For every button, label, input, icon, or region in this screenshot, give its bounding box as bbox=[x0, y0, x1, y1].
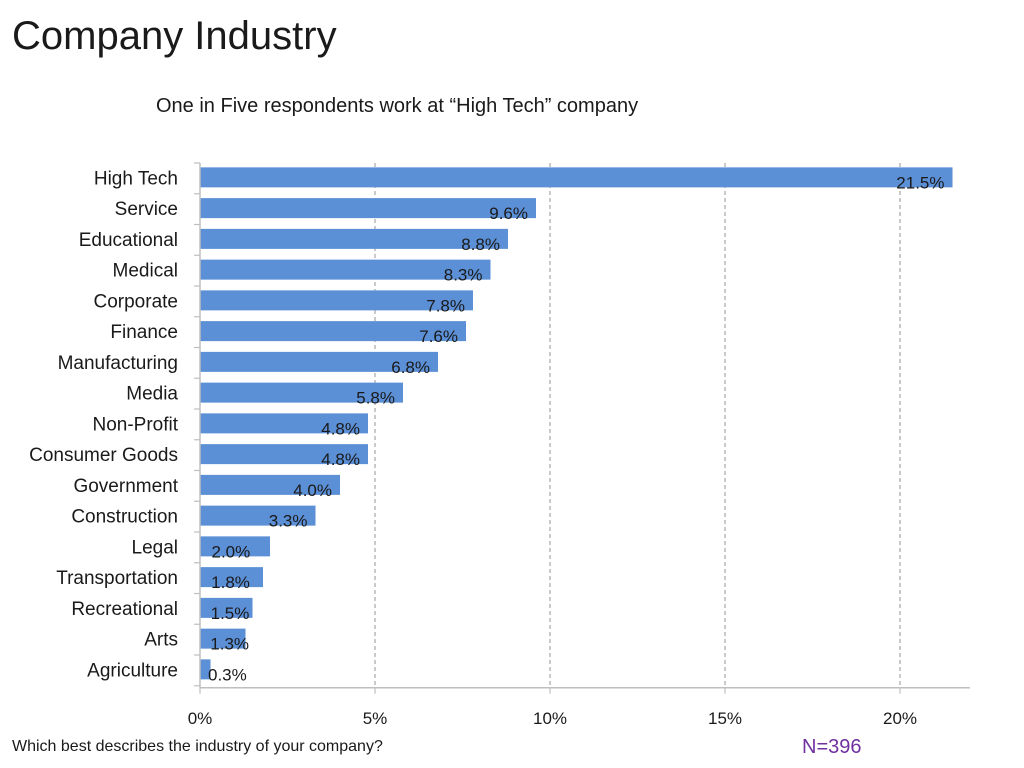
bar-medical bbox=[200, 259, 491, 280]
bar-finance bbox=[200, 321, 466, 342]
category-label: Consumer Goods bbox=[29, 445, 178, 466]
category-label: Educational bbox=[79, 230, 178, 251]
chart-title: One in Five respondents work at “High Te… bbox=[156, 95, 639, 117]
value-label: 4.8% bbox=[321, 419, 360, 438]
bar-chart: High Tech 21.5% Service 9.6% Educational 8.8%… bbox=[29, 162, 970, 728]
category-label: Medical bbox=[113, 261, 178, 282]
x-tick-label: 15% bbox=[708, 709, 742, 728]
value-label: 1.8% bbox=[211, 573, 250, 592]
bar-non-profit bbox=[200, 413, 368, 434]
value-label: 4.8% bbox=[321, 450, 360, 469]
bar-agriculture bbox=[200, 659, 211, 680]
category-label: Legal bbox=[132, 537, 179, 558]
category-label: Arts bbox=[144, 630, 178, 651]
category-label: Non-Profit bbox=[92, 414, 178, 435]
bar-consumer-goods bbox=[200, 444, 368, 465]
value-label: 21.5% bbox=[896, 173, 944, 192]
x-tick-label: 10% bbox=[533, 709, 567, 728]
value-label: 3.3% bbox=[269, 512, 308, 531]
category-label: Media bbox=[126, 384, 178, 405]
value-label: 7.8% bbox=[426, 296, 465, 315]
labels: High Tech 21.5% Service 9.6% Educational 8.8%… bbox=[29, 168, 944, 727]
category-label: Recreational bbox=[71, 599, 178, 620]
value-label: 1.5% bbox=[211, 604, 250, 623]
bar-service bbox=[200, 198, 536, 219]
bar-manufacturing bbox=[200, 351, 438, 372]
value-label: 7.6% bbox=[419, 327, 458, 346]
category-label: Manufacturing bbox=[58, 353, 178, 374]
category-label: Service bbox=[115, 199, 178, 220]
category-label: Transportation bbox=[56, 568, 178, 589]
category-label: Agriculture bbox=[87, 660, 178, 681]
x-tick-label: 5% bbox=[363, 709, 388, 728]
survey-question: Which best describes the industry of you… bbox=[12, 738, 383, 755]
value-label: 2.0% bbox=[212, 542, 251, 561]
value-label: 8.3% bbox=[444, 266, 483, 285]
x-tick-label: 0% bbox=[188, 709, 213, 728]
value-label: 5.8% bbox=[356, 389, 395, 408]
bars bbox=[200, 167, 953, 680]
value-label: 1.3% bbox=[210, 635, 249, 654]
page-title: Company Industry bbox=[12, 14, 337, 58]
bar-arts bbox=[200, 628, 246, 649]
value-label: 4.0% bbox=[293, 481, 332, 500]
category-label: Construction bbox=[71, 507, 178, 528]
bar-recreational bbox=[200, 597, 253, 618]
bar-media bbox=[200, 382, 403, 403]
value-label: 8.8% bbox=[461, 235, 500, 254]
bar-transportation bbox=[200, 567, 263, 588]
bar-corporate bbox=[200, 290, 473, 311]
axes bbox=[194, 162, 970, 694]
category-label: Corporate bbox=[94, 291, 179, 312]
bar-construction bbox=[200, 505, 316, 526]
category-label: High Tech bbox=[94, 168, 178, 189]
value-label: 0.3% bbox=[208, 665, 247, 684]
value-label: 9.6% bbox=[489, 204, 528, 223]
grid-lines bbox=[374, 163, 901, 688]
x-tick-label: 20% bbox=[883, 709, 917, 728]
category-label: Finance bbox=[110, 322, 178, 343]
bar-educational bbox=[200, 228, 508, 249]
value-label: 6.8% bbox=[391, 358, 430, 377]
bar-government bbox=[200, 474, 340, 495]
category-label: Government bbox=[73, 476, 178, 497]
bar-legal bbox=[200, 536, 270, 557]
bar-high-tech bbox=[200, 167, 953, 188]
sample-size: N=396 bbox=[802, 736, 862, 758]
